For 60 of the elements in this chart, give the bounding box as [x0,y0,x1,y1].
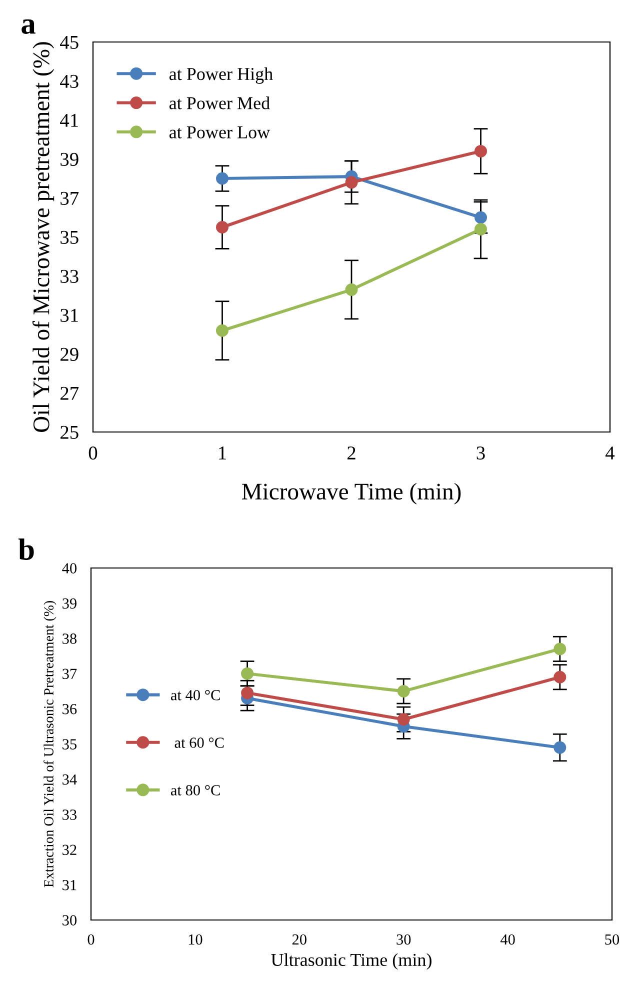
x-axis-title: Ultrasonic Time (min) [271,953,432,970]
point [216,221,228,234]
point [554,741,566,754]
x-tick-label: 4 [606,446,615,460]
x-tick-label: 3 [476,446,485,460]
x-axis-title: Microwave Time (min) [242,482,461,504]
legend-label: at Power High [169,67,273,84]
y-tick-label: 41 [60,114,78,127]
x-tick-label: 10 [188,934,202,945]
y-axis-title: Oil Yield of Microwave pretreatment (%) [32,42,54,432]
x-tick-label: 0 [88,934,94,945]
y-tick-label: 27 [60,386,79,400]
x-tick-label: 2 [347,446,356,460]
y-tick-label: 34 [62,774,77,785]
point [345,176,358,189]
point [397,684,410,698]
point [474,144,487,158]
x-tick-label: 0 [88,446,98,460]
legend-label: at Power Med [169,96,270,110]
x-tick-label: 40 [500,934,515,945]
y-tick-label: 32 [62,844,76,856]
y-tick-label: 39 [60,152,78,166]
legend-label: at Power Low [169,126,270,138]
point [474,222,487,236]
y-tick-label: 37 [60,192,79,205]
x-tick-label: 30 [396,934,411,945]
x-tick-label: 20 [292,934,306,945]
point [554,670,566,684]
point [554,642,566,656]
legend-label: at 40 °C [170,690,220,700]
y-tick-label: 40 [62,563,77,574]
y-tick-label: 36 [62,704,77,714]
point [345,283,358,296]
y-tick-label: 35 [60,230,78,244]
point [241,667,254,680]
y-tick-label: 35 [62,739,77,750]
chart-title: a [22,19,36,34]
y-tick-label: 30 [62,915,77,926]
y-axis-title: Extraction Oil Yield of Ultrasonic Pretreatment (%) [44,601,56,888]
point [216,324,228,337]
legend-label: at 60 °C [174,738,224,748]
y-tick-label: 37 [62,668,77,680]
point [216,172,228,185]
y-tick-label: 45 [60,36,78,49]
legend-label: at 80 °C [170,785,220,796]
y-tick-label: 38 [62,634,77,644]
y-tick-label: 29 [60,348,78,361]
point [397,713,410,726]
y-tick-label: 39 [62,598,76,609]
y-tick-label: 31 [60,308,78,322]
y-tick-label: 33 [60,270,78,283]
x-tick-label: 50 [605,934,620,945]
y-tick-label: 31 [62,880,76,890]
y-tick-label: 25 [60,426,78,439]
y-tick-label: 33 [62,810,77,820]
chart-title: b [18,538,34,560]
point [241,686,254,700]
x-tick-label: 1 [219,446,226,460]
point [474,211,487,224]
y-tick-label: 43 [60,74,78,88]
